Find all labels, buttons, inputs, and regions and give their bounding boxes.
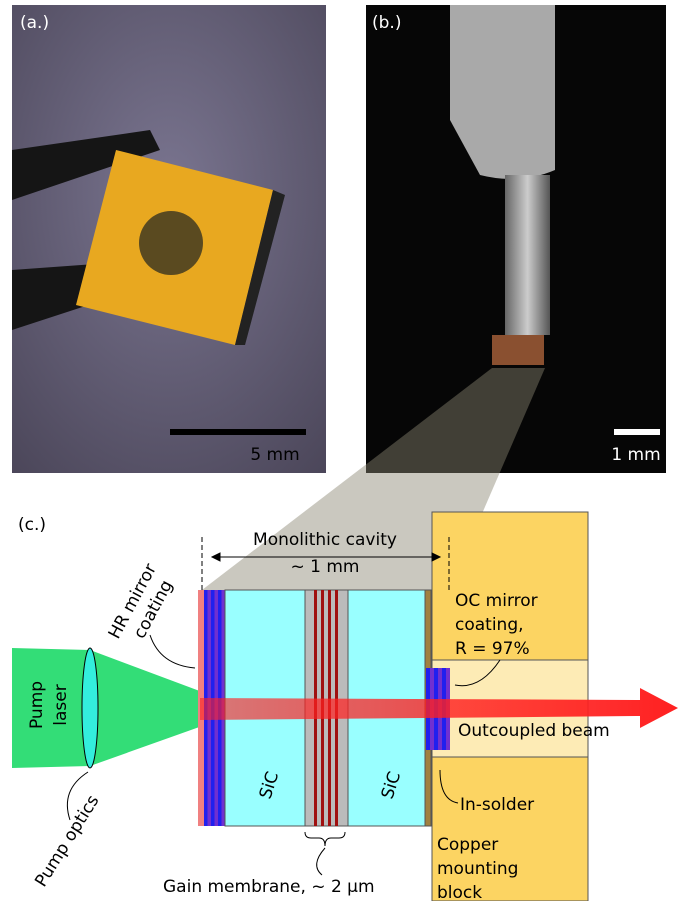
copper-label: block xyxy=(437,883,482,901)
oc-label: R = 97% xyxy=(455,639,530,659)
pump-beam xyxy=(12,648,205,768)
pointer xyxy=(439,769,459,804)
pointer xyxy=(149,634,196,669)
scale-label: 1 mm xyxy=(611,445,660,465)
copper-label: Copper xyxy=(437,835,498,855)
photo-b xyxy=(366,5,666,473)
photo-a xyxy=(12,5,326,473)
pointer xyxy=(66,771,89,821)
beam-label: Outcoupled beam xyxy=(458,721,610,741)
oc-label: coating, xyxy=(455,615,524,635)
solder-label: In-solder xyxy=(460,795,534,815)
cavity-title: Monolithic cavity xyxy=(253,530,397,550)
pointer xyxy=(316,847,326,876)
laser-beam xyxy=(200,688,678,728)
lens xyxy=(81,647,99,769)
cavity-length: ~ 1 mm xyxy=(291,557,360,577)
pump-label: laser xyxy=(51,684,71,725)
brace xyxy=(304,831,346,847)
arrow xyxy=(210,552,442,562)
scale-label: 5 mm xyxy=(250,445,299,465)
panel-label: (b.) xyxy=(372,13,401,33)
gain-label: Gain membrane, ~ 2 μm xyxy=(163,877,375,897)
oc-label: OC mirror xyxy=(455,591,538,611)
copper-label: mounting xyxy=(437,859,518,879)
pump-label: Pump xyxy=(27,681,47,729)
panel-label: (c.) xyxy=(18,515,46,535)
panel-label: (a.) xyxy=(20,13,49,33)
pointer xyxy=(454,659,501,687)
